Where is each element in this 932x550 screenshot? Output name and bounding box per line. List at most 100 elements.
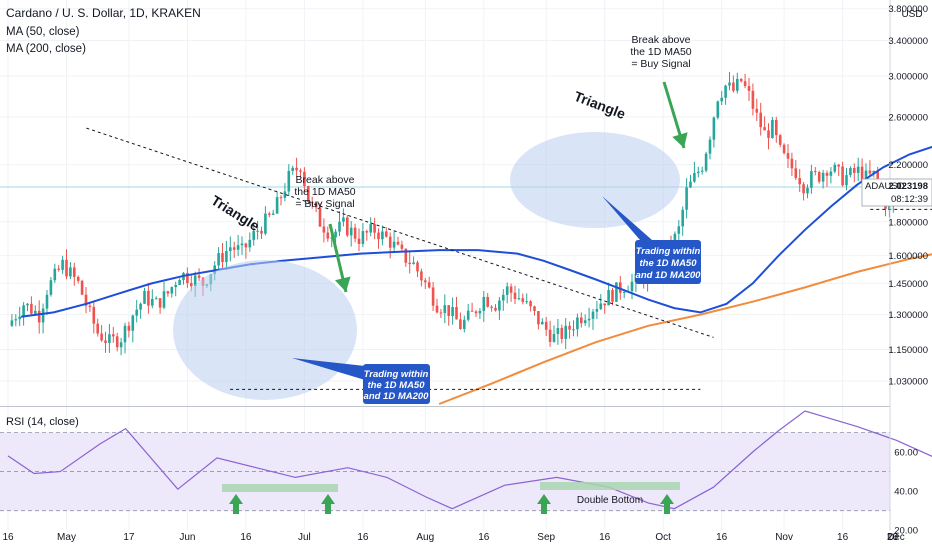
candle-body (412, 262, 415, 265)
candle-body (229, 247, 232, 252)
candle-body (821, 172, 825, 182)
price-tag-symbol: ADAUSD (865, 181, 905, 192)
candle-body (513, 292, 517, 300)
candle-body (326, 232, 330, 239)
candle-body (178, 280, 181, 285)
rsi-tick-label: 60.00 (894, 448, 918, 459)
candle-body (80, 280, 84, 295)
candle-body (139, 303, 142, 310)
candle-body (252, 231, 255, 240)
x-tick-label: Sep (537, 532, 555, 543)
buy-arrow-1-head (335, 276, 351, 292)
x-tick-label: 16 (357, 532, 369, 543)
x-tick-label: 20 (887, 532, 899, 543)
callout-2-box (635, 240, 701, 284)
candle-body (763, 127, 766, 131)
candle-body (381, 231, 384, 240)
candle-body (447, 305, 450, 316)
candle-body (794, 168, 798, 179)
candle-body (751, 90, 755, 109)
candle-body (798, 178, 801, 185)
candle-body (533, 306, 536, 312)
x-tick-label: 16 (837, 532, 849, 543)
candle-body (431, 287, 435, 306)
candle-body (154, 298, 158, 300)
candle-body (615, 282, 618, 302)
candle-body (470, 310, 474, 312)
candle-body (775, 119, 778, 136)
candle-body (443, 305, 447, 314)
candle-body (147, 290, 150, 306)
candle-body (268, 213, 271, 215)
break-above-note-2-line3: = Buy Signal (631, 58, 690, 70)
candle-body (720, 97, 723, 102)
candle-body (400, 244, 404, 249)
candle-body (466, 310, 470, 320)
candle-body (810, 171, 813, 188)
candle-body (396, 241, 400, 245)
candle-body (18, 316, 21, 320)
candle-body (53, 268, 57, 281)
x-tick-label: Nov (775, 532, 793, 543)
buy-arrow-2-head (672, 132, 688, 148)
candle-body (291, 167, 294, 171)
y-tick-label: 2.200000 (888, 160, 928, 171)
candle-body (860, 166, 864, 182)
candle-body (377, 232, 380, 240)
candle-body (548, 329, 552, 342)
candle-body (712, 117, 716, 140)
annotations (86, 81, 932, 400)
price-tag-box[interactable] (861, 178, 932, 207)
candle-body (743, 81, 747, 87)
x-tick-label: Aug (416, 532, 434, 543)
candle-body (681, 209, 684, 227)
candle-body (10, 320, 14, 326)
candle-body (303, 171, 306, 187)
candle-body (474, 311, 478, 314)
candle-body (463, 319, 466, 330)
candle-body (41, 308, 45, 323)
candle-body (689, 181, 692, 188)
candle-body (537, 311, 540, 325)
candle-body (123, 325, 127, 343)
candle-body (221, 253, 224, 263)
candle-body (330, 237, 333, 239)
candle-body (439, 312, 443, 314)
candle-body (295, 167, 298, 171)
candle-body (84, 294, 88, 306)
candle-body (424, 280, 427, 283)
rsi-up-arrow-4 (660, 494, 674, 514)
candle-body (587, 318, 591, 321)
candle-body (872, 170, 876, 174)
rsi-up-arrow-1 (229, 494, 243, 514)
ma200-line (438, 253, 932, 405)
callout-1-line2: the 1D MA50 (367, 380, 425, 391)
candle-body (275, 197, 279, 214)
candle-body (334, 231, 337, 238)
candle-body (876, 170, 879, 186)
candle-body (802, 184, 805, 194)
candle-body (595, 309, 599, 312)
candle-body (158, 298, 162, 308)
candle-body (174, 284, 177, 288)
candle-body (349, 227, 353, 236)
y-tick-label: 3.400000 (888, 36, 928, 47)
candle-body (76, 276, 80, 281)
candle-body (14, 319, 18, 321)
candle-body (560, 327, 564, 339)
currency-label: USD (901, 9, 922, 20)
candle-body (747, 86, 751, 91)
candle-body (693, 172, 696, 182)
candle-body (541, 321, 544, 325)
candle-body (603, 303, 606, 306)
candle-body (299, 170, 302, 172)
candle-body (778, 135, 782, 145)
candle-body (151, 298, 154, 306)
rsi-up-arrow-3 (537, 494, 551, 514)
candle-body (264, 213, 267, 234)
candle-body (677, 226, 681, 234)
candle-body (271, 213, 275, 215)
candle-body (131, 315, 135, 331)
